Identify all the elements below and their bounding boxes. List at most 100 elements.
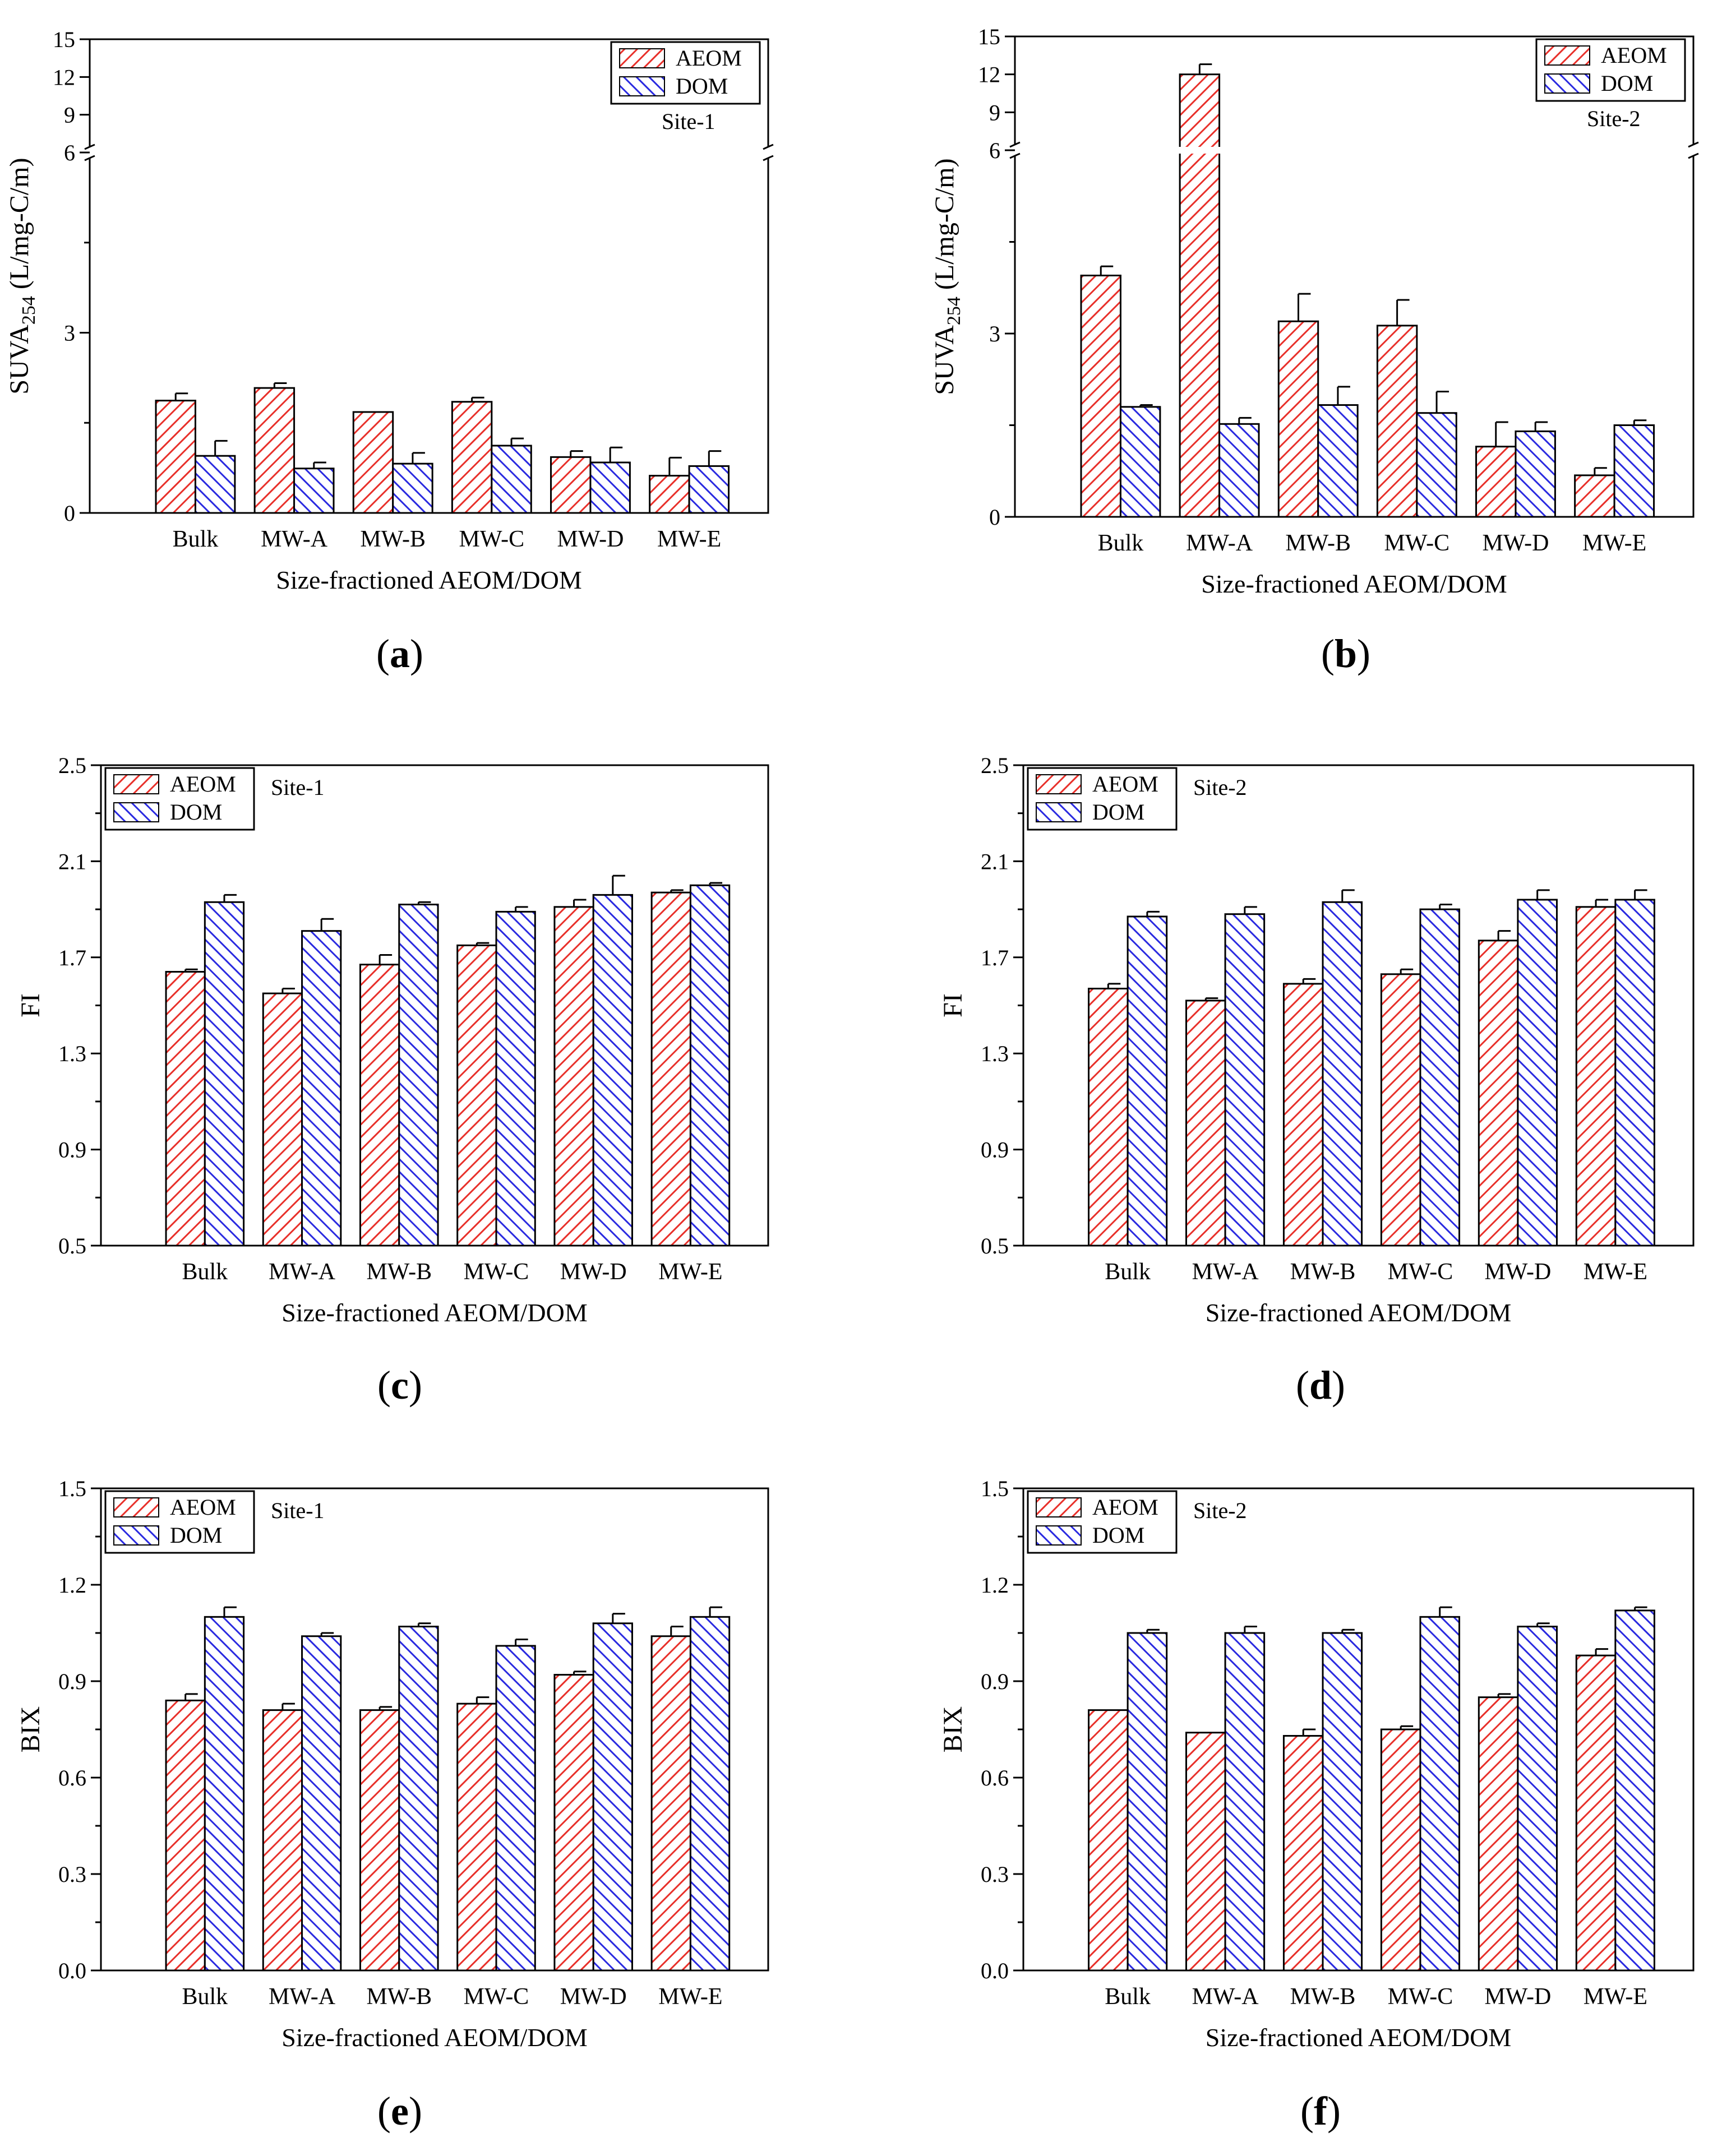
y-tick-label: 1.7 [58, 945, 86, 970]
x-tick-label: MW-E [1583, 1984, 1647, 2010]
y-tick-label: 6 [989, 138, 1000, 163]
bar-aeom-mw-a [1185, 1732, 1226, 1972]
x-axis-label: Size-fractioned AEOM/DOM [1206, 1298, 1512, 1327]
x-tick-label: MW-B [360, 526, 426, 552]
legend-label-aeom: AEOM [1601, 43, 1667, 68]
bar-dom-mw-b [1322, 901, 1363, 1247]
y-axis-label: BIX [938, 1706, 968, 1753]
x-axis-label: Size-fractioned AEOM/DOM [281, 1298, 588, 1327]
bar-dom-mw-d [592, 1622, 633, 1972]
x-tick-label: MW-A [261, 526, 328, 552]
y-tick-label: 1.7 [981, 945, 1009, 970]
bar-aeom-mw-a [262, 992, 303, 1247]
y-tick-label: 0 [64, 501, 75, 526]
bar-dom-mw-a [1218, 423, 1260, 518]
x-tick-label: MW-A [269, 1259, 336, 1285]
x-tick-label: MW-B [1290, 1259, 1356, 1285]
bar-aeom-mw-d [1478, 940, 1519, 1247]
bar-aeom-mw-b [352, 411, 394, 514]
site-label: Site-1 [271, 775, 325, 800]
bar-aeom-mw-a [1179, 73, 1221, 518]
legend-label-aeom: AEOM [170, 771, 236, 797]
panel-d: 0.5 0.9 1.3 1.7 2.1 2.5 Bulk MW-A MW-B MW-C MW-D MW… [938, 753, 1695, 1408]
site-label: Site-1 [271, 1498, 325, 1523]
legend-label-dom: DOM [170, 799, 222, 825]
bar-aeom-bulk [1088, 988, 1129, 1247]
legend-swatch-dom [113, 1525, 159, 1546]
legend-swatch-aeom [1036, 774, 1082, 794]
legend-swatch-dom [1036, 802, 1082, 822]
bar-dom-bulk [1119, 406, 1161, 518]
y-tick-label: 9 [989, 100, 1000, 125]
bar-aeom-mw-d [553, 1674, 594, 1972]
x-tick-label: Bulk [1105, 1259, 1151, 1285]
x-tick-label: Bulk [182, 1259, 228, 1285]
bar-aeom-mw-e [650, 891, 691, 1247]
axis-break-mark [84, 144, 95, 150]
y-tick-label: 2.1 [981, 849, 1009, 874]
y-tick-label: 0.9 [58, 1669, 86, 1694]
legend-swatch-aeom [1544, 45, 1590, 66]
legend-swatch-dom [1036, 1525, 1082, 1546]
bar-aeom-mw-c [1380, 973, 1421, 1247]
bar-dom-mw-c [1416, 412, 1457, 518]
bar-aeom-mw-a [253, 387, 296, 514]
bar-aeom-mw-c [1380, 1728, 1421, 1972]
bar-dom-mw-c [1419, 908, 1461, 1247]
axis-break-mark [763, 155, 774, 161]
x-tick-label: MW-A [1192, 1259, 1259, 1285]
y-tick-label: 9 [64, 103, 75, 128]
bar-dom-mw-b [398, 1626, 439, 1972]
bar-dom-mw-d [1517, 899, 1558, 1247]
bar-dom-mw-c [495, 910, 536, 1247]
bar-dom-mw-a [301, 930, 342, 1247]
y-tick-label: 1.3 [981, 1041, 1009, 1066]
y-tick-label: 0.5 [981, 1233, 1009, 1259]
axis-break-mark [1009, 141, 1021, 148]
x-tick-label: MW-E [1583, 1259, 1647, 1285]
site-label: Site-2 [1193, 1498, 1247, 1523]
y-tick-label: 1.3 [58, 1041, 86, 1066]
y-axis-label: FI [938, 993, 968, 1017]
x-tick-label: MW-E [657, 526, 721, 552]
legend-swatch-dom [1544, 73, 1590, 94]
axis-break-mark [84, 155, 95, 161]
bar-aeom-mw-a [262, 1709, 303, 1972]
bar-dom-mw-b [1317, 404, 1359, 518]
bar-aeom-mw-b [1282, 983, 1324, 1247]
legend-label-aeom: AEOM [676, 45, 742, 71]
y-tick-label: 1.5 [981, 1476, 1009, 1501]
panel-b: 0 3 6 9 12 15 Bulk MW-A MW-B MW-C MW-D MW-E Size-fra… [930, 24, 1699, 676]
bar-dom-mw-c [491, 445, 532, 514]
x-tick-label: MW-D [560, 1259, 627, 1285]
panel-c: 0.5 0.9 1.3 1.7 2.1 2.5 Bulk MW-A MW-B MW-C MW-D MW… [16, 753, 769, 1408]
axis-break-mark [1009, 152, 1021, 159]
panel-a: 0 3 6 9 12 15 Bulk MW-A MW-B MW-C MW-D MW-E Size-fra… [4, 27, 774, 676]
x-tick-label: MW-A [1186, 530, 1253, 556]
x-tick-label: MW-A [1192, 1984, 1259, 2010]
x-tick-label: MW-C [459, 526, 525, 552]
bar-dom-mw-d [1517, 1626, 1558, 1972]
y-axis-label: FI [16, 993, 45, 1017]
x-tick-label: MW-B [1285, 530, 1351, 556]
y-tick-label: 0.6 [58, 1765, 86, 1791]
bar-dom-mw-a [1224, 1632, 1266, 1972]
plot-frame-upper [89, 38, 769, 147]
panel-label: (d) [1296, 1363, 1345, 1408]
site-label: Site-2 [1587, 106, 1641, 131]
y-axis-label: SUVA254 (L/mg-C/m) [930, 158, 964, 395]
legend-label-aeom: AEOM [170, 1495, 236, 1520]
x-tick-label: MW-B [366, 1259, 432, 1285]
bar-dom-bulk [204, 1616, 245, 1972]
x-tick-label: MW-C [1388, 1259, 1453, 1285]
y-tick-label: 2.5 [981, 753, 1009, 778]
site-label: Site-1 [662, 109, 715, 134]
bar-dom-mw-d [589, 461, 631, 514]
y-tick-label: 3 [64, 321, 75, 346]
x-tick-label: Bulk [1098, 530, 1144, 556]
panel-f: 0.0 0.3 0.6 0.9 1.2 1.5 Bulk MW-A MW-B MW-C MW-D MW… [938, 1476, 1695, 2134]
bar-aeom-bulk [1080, 274, 1121, 518]
